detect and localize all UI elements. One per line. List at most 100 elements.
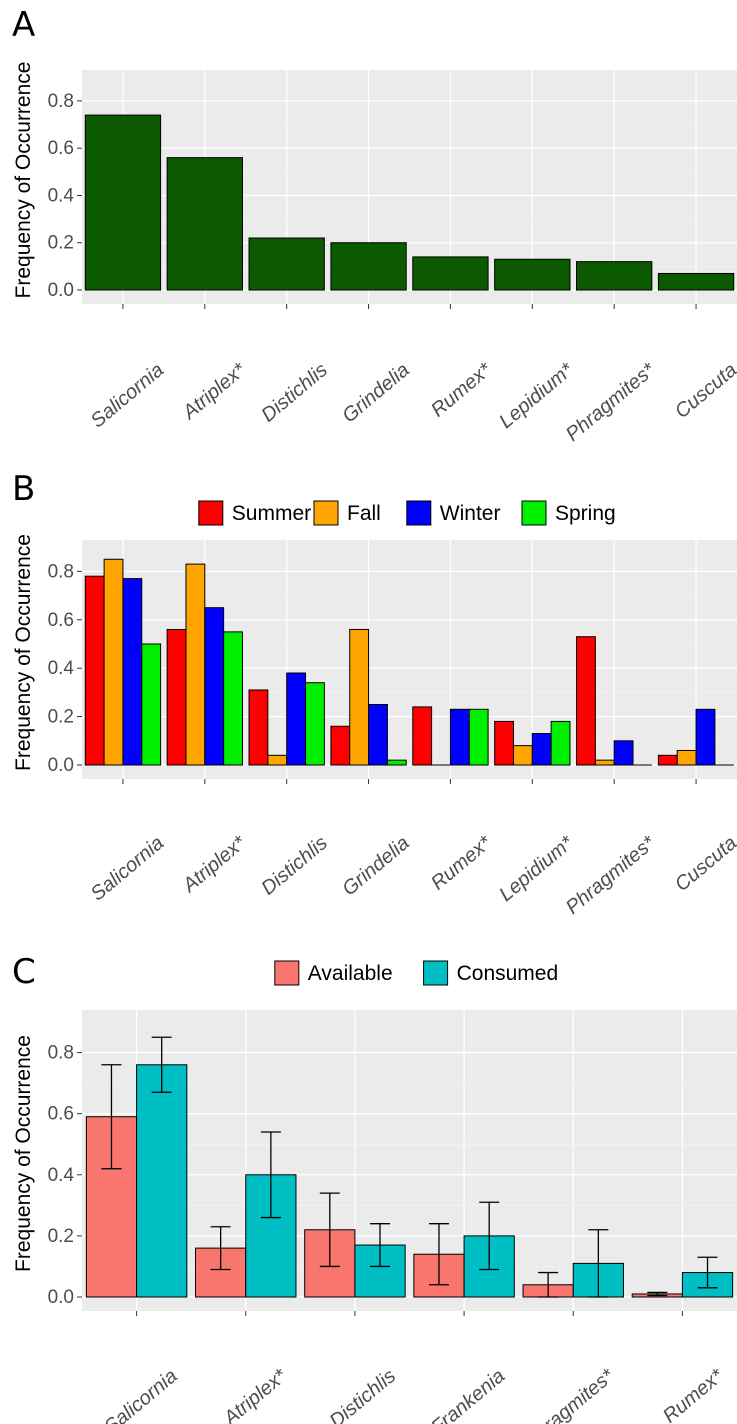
bars [85, 1036, 734, 1298]
bar-distichlis-fall [267, 754, 288, 766]
bar-distichlis [248, 237, 325, 291]
error-bar-distichlis-available [319, 1192, 340, 1268]
x-tick-label-atriplex: Atriplex* [219, 1364, 292, 1424]
legend-swatch [198, 500, 224, 526]
bar-cuscuta-fall [676, 749, 697, 766]
bar-grindelia-winter [368, 703, 388, 766]
bar-salicornia-fall [103, 558, 124, 766]
x-tick-label-rumex: Rumex* [659, 1364, 729, 1424]
bar-salicornia-spring [141, 643, 162, 766]
bar-rumex [412, 256, 489, 291]
bar-grindelia [330, 242, 407, 291]
bar-atriplex-summer [166, 628, 187, 766]
y-axis-title: Frequency of Occurrence [12, 62, 35, 299]
legend-swatch [313, 500, 339, 526]
legend-swatch [406, 500, 432, 526]
error-bar-salicornia-available [101, 1064, 122, 1170]
bar-cuscuta-winter [695, 708, 716, 766]
y-tick-label: 0.2 [48, 233, 74, 254]
legend-label: Summer [232, 502, 311, 525]
legend-item-spring: Spring [521, 500, 616, 526]
x-tick-label-salicornia: Salicornia [87, 359, 168, 432]
error-bar-phragmites-available [538, 1271, 559, 1298]
error-bar-atriplex-consumed [260, 1131, 281, 1219]
x-tick-label-cuscuta: Cuscuta [671, 359, 737, 423]
bar-phragmites-winter [613, 740, 634, 766]
bar-lepidium-fall [512, 745, 533, 766]
x-tick-label-frankenia: Frankenia [427, 1365, 509, 1424]
y-tick-label: 0.4 [48, 658, 75, 679]
legend-swatch [521, 500, 547, 526]
error-bar-rumex-available [647, 1291, 668, 1297]
bar-salicornia [84, 114, 162, 291]
bar-atriplex [166, 157, 243, 291]
y-tick-label: 0.6 [48, 610, 74, 631]
bar-distichlis-summer [248, 689, 269, 766]
legend-label: Winter [440, 502, 501, 525]
legend: Available Consumed [274, 960, 559, 986]
bars [84, 114, 735, 291]
bar-rumex-winter [449, 708, 470, 766]
y-tick-label: 0.0 [48, 755, 74, 776]
bar-salicornia-winter [122, 578, 143, 766]
legend-item-winter: Winter [406, 500, 501, 526]
y-tick-label: 0.8 [48, 1043, 74, 1064]
x-tick-label-atriplex: Atriplex* [178, 831, 251, 897]
x-tick-label-phragmites: Phragmites* [521, 1364, 620, 1424]
bar-cuscuta [657, 272, 735, 291]
panel-letter: C [12, 952, 36, 992]
y-tick-label: 0.6 [48, 138, 74, 159]
bar-salicornia-consumed [136, 1064, 188, 1298]
y-tick-label: 0.2 [48, 707, 74, 728]
panel-letter: A [12, 5, 35, 45]
x-tick-label-lepidium: Lepidium* [495, 831, 578, 906]
x-tick-label-distichlis: Distichlis [326, 1365, 401, 1424]
legend-swatch [423, 960, 449, 986]
legend-item-fall: Fall [313, 500, 381, 526]
bar-cuscuta-summer [657, 754, 678, 766]
x-tick-label-salicornia: Salicornia [100, 1365, 181, 1424]
x-tick-label-grindelia: Grindelia [338, 832, 413, 900]
panel-c: C 0.0 0.2 0.4 0.6 0.8 Frequency of Occurrence S… [12, 952, 737, 1424]
x-tick-label-lepidium: Lepidium* [495, 358, 578, 433]
legend-label: Consumed [457, 962, 559, 985]
bar-salicornia-summer [84, 575, 105, 766]
bars [84, 558, 734, 766]
bar-lepidium [494, 258, 571, 291]
x-tick-label-rumex: Rumex* [427, 831, 497, 894]
panel-letter: B [12, 469, 35, 509]
y-tick-label: 0.8 [48, 561, 74, 582]
y-axis-title: Frequency of Occurrence [12, 1035, 35, 1272]
x-tick-label-distichlis: Distichlis [257, 359, 332, 427]
x-tick-label-rumex: Rumex* [427, 358, 497, 421]
x-tick-label-cuscuta: Cuscuta [671, 832, 737, 896]
panel-b: B 0.0 0.2 0.4 0.6 0.8 Frequency of Occurrence S… [12, 469, 737, 919]
bar-phragmites-fall [594, 759, 615, 766]
x-tick-label-salicornia: Salicornia [87, 832, 168, 905]
y-tick-label: 0.0 [48, 1287, 74, 1308]
bar-lepidium-summer [494, 720, 514, 766]
error-bar-frankenia-available [428, 1223, 449, 1286]
y-tick-label: 0.8 [48, 91, 74, 112]
error-bar-atriplex-available [210, 1226, 231, 1271]
bar-distichlis-spring [305, 682, 325, 766]
bar-distichlis-winter [286, 672, 307, 766]
x-tick-label-phragmites: Phragmites* [562, 831, 661, 919]
bar-rumex-summer [412, 706, 433, 766]
panel-a: A 0.0 0.2 0.4 0.6 0.8 Frequency of Occurrence S… [12, 5, 737, 446]
y-tick-label: 0.2 [48, 1226, 74, 1247]
bar-atriplex-spring [223, 631, 243, 766]
x-tick-label-grindelia: Grindelia [338, 359, 413, 427]
error-bar-frankenia-consumed [479, 1201, 500, 1271]
error-bar-salicornia-consumed [151, 1036, 172, 1093]
bar-rumex-spring [468, 708, 489, 766]
bar-grindelia-summer [330, 725, 351, 766]
bar-grindelia-fall [349, 628, 370, 766]
y-axis-title: Frequency of Occurrence [12, 534, 35, 771]
error-bar-phragmites-consumed [588, 1229, 609, 1298]
legend-item-available: Available [274, 960, 393, 986]
y-tick-label: 0.4 [48, 1165, 75, 1186]
x-tick-label-atriplex: Atriplex* [178, 358, 251, 424]
bar-atriplex-winter [204, 607, 225, 766]
